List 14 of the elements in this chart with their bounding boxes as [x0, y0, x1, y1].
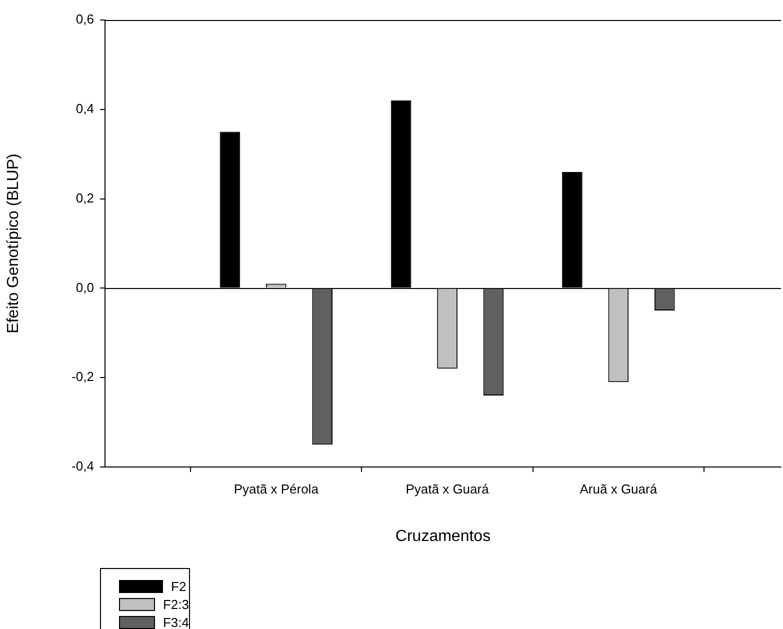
- y-tick-label: 0,0: [76, 280, 94, 295]
- x-tick-label: Pyatã x Guará: [406, 481, 490, 496]
- y-tick-label: 0,2: [76, 190, 94, 206]
- x-tick-label: Aruã x Guará: [580, 481, 658, 496]
- legend-label: F2:3: [162, 596, 189, 612]
- y-tick-label: 0,6: [76, 12, 94, 27]
- y-tick-label: -0,4: [72, 458, 94, 474]
- y-tick-label: -0,2: [72, 369, 94, 384]
- y-axis-title: Efeito Genotípico (BLUP): [5, 154, 22, 334]
- legend-label: F3:4: [162, 614, 189, 629]
- y-tick-label: 0,4: [76, 100, 94, 116]
- legend-label: F2: [171, 578, 186, 594]
- x-tick-label: Pyatã x Pérola: [234, 481, 320, 496]
- x-axis-title: Cruzamentos: [395, 528, 491, 545]
